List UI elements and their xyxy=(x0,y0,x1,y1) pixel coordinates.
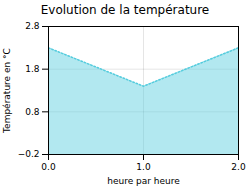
svg-text:0.0: 0.0 xyxy=(41,162,56,172)
html-text:Evolution de la température: Evolution de la température xyxy=(40,3,210,17)
svg-text:Température en °C: Température en °C xyxy=(2,48,12,134)
svg-text:−0.2: −0.2 xyxy=(18,149,40,159)
svg-text:1.8: 1.8 xyxy=(25,64,40,74)
svg-text:heure par heure: heure par heure xyxy=(107,176,180,186)
svg-text:2.8: 2.8 xyxy=(25,21,40,31)
svg-text:0.8: 0.8 xyxy=(25,107,40,117)
svg-text:2.0: 2.0 xyxy=(231,162,246,172)
svg-text:1.0: 1.0 xyxy=(136,162,151,172)
